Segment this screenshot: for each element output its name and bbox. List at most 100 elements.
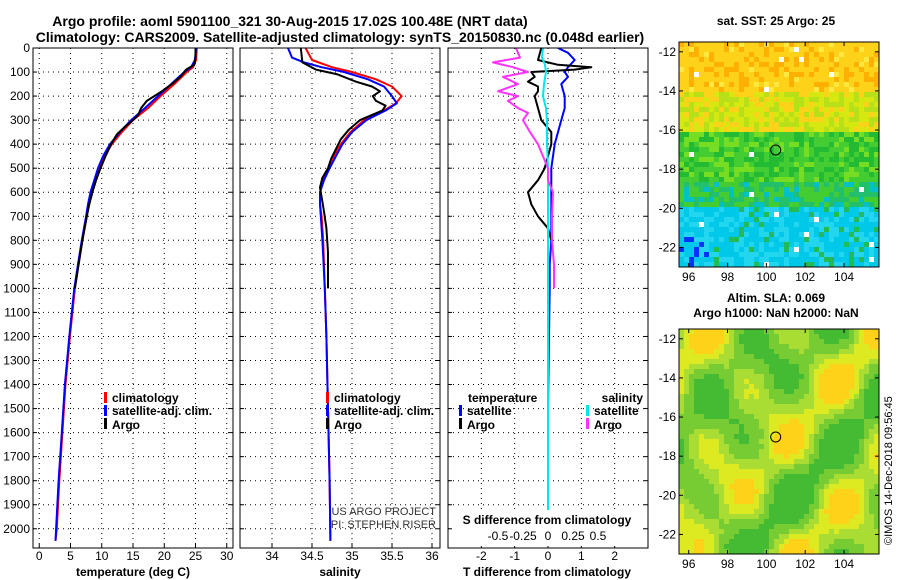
- map-cell: [804, 419, 809, 424]
- map-cell: [774, 67, 779, 72]
- map-cell: [714, 469, 719, 474]
- map-cell: [704, 509, 709, 514]
- map-cell: [749, 424, 754, 429]
- map-cell: [714, 257, 719, 262]
- map-cell: [699, 444, 704, 449]
- map-cell: [684, 474, 689, 479]
- map-cell: [864, 519, 869, 524]
- map-cell: [754, 52, 759, 57]
- map-cell: [734, 534, 739, 539]
- map-cell: [784, 334, 789, 339]
- map-cell: [754, 117, 759, 122]
- map-cell: [849, 67, 854, 72]
- map-cell: [874, 197, 879, 202]
- map-cell: [779, 394, 784, 399]
- map-cell: [874, 52, 879, 57]
- map-cell: [774, 157, 779, 162]
- salinity-tick-labels: 34 34.5 35 35.5 36: [265, 549, 439, 563]
- map-cell: [724, 102, 729, 107]
- map-cell: [754, 222, 759, 227]
- map-cell: [764, 257, 769, 262]
- map-cell: [779, 349, 784, 354]
- map-cell: [869, 409, 874, 414]
- map-cell: [679, 257, 684, 262]
- map-cell: [719, 424, 724, 429]
- map-cell: [779, 499, 784, 504]
- map-cell: [749, 82, 754, 87]
- map-cell: [854, 489, 859, 494]
- map-cell: [759, 47, 764, 52]
- map-cell: [694, 369, 699, 374]
- map-cell: [719, 77, 724, 82]
- x-tick-label: 98: [721, 557, 735, 571]
- map-cell: [789, 222, 794, 227]
- map-cell: [819, 409, 824, 414]
- map-cell: [729, 474, 734, 479]
- map-cell: [769, 107, 774, 112]
- map-cell: [814, 92, 819, 97]
- map-cell: [794, 237, 799, 242]
- map-cell: [749, 479, 754, 484]
- map-cell: [869, 257, 874, 262]
- map-cell: [839, 379, 844, 384]
- map-cell: [694, 77, 699, 82]
- map-cell: [719, 177, 724, 182]
- map-cell: [699, 262, 704, 267]
- map-cell: [689, 449, 694, 454]
- map-cell: [829, 474, 834, 479]
- map-cell: [869, 329, 874, 334]
- map-cell: [714, 404, 719, 409]
- map-cell: [804, 349, 809, 354]
- map-cell: [769, 182, 774, 187]
- map-cell: [724, 494, 729, 499]
- map-cell: [804, 474, 809, 479]
- map-cell: [844, 389, 849, 394]
- map-cell: [794, 429, 799, 434]
- x-tick-label: 35.5: [380, 549, 404, 563]
- map-cell: [779, 222, 784, 227]
- map-cell: [824, 374, 829, 379]
- map-cell: [874, 424, 879, 429]
- map-cell: [779, 152, 784, 157]
- map-cell: [734, 524, 739, 529]
- map-cell: [849, 334, 854, 339]
- map-cell: [839, 227, 844, 232]
- map-cell: [844, 42, 849, 47]
- map-cell: [719, 399, 724, 404]
- map-cell: [749, 122, 754, 127]
- map-cell: [789, 454, 794, 459]
- map-cell: [779, 449, 784, 454]
- map-cell: [779, 127, 784, 132]
- map-cell: [749, 102, 754, 107]
- map-cell: [704, 97, 709, 102]
- map-cell: [864, 329, 869, 334]
- map-cell: [694, 152, 699, 157]
- map-cell: [869, 152, 874, 157]
- map-cell: [719, 62, 724, 67]
- map-cell: [784, 379, 789, 384]
- map-cell: [854, 237, 859, 242]
- map-cell: [719, 384, 724, 389]
- map-cell: [739, 549, 744, 554]
- map-cell: [689, 499, 694, 504]
- map-cell: [694, 102, 699, 107]
- map-cell: [869, 157, 874, 162]
- map-cell: [824, 469, 829, 474]
- map-cell: [844, 62, 849, 67]
- map-cell: [749, 529, 754, 534]
- map-cell: [754, 112, 759, 117]
- map-cell: [864, 262, 869, 267]
- map-cell: [814, 454, 819, 459]
- map-cell: [749, 359, 754, 364]
- map-cell: [869, 504, 874, 509]
- map-cell: [774, 364, 779, 369]
- map-cell: [784, 504, 789, 509]
- map-cell: [784, 87, 789, 92]
- map-cell: [859, 162, 864, 167]
- map-cell: [874, 374, 879, 379]
- map-cell: [769, 197, 774, 202]
- map-cell: [699, 152, 704, 157]
- map-cell: [714, 52, 719, 57]
- map-cell: [724, 247, 729, 252]
- map-cell: [699, 52, 704, 57]
